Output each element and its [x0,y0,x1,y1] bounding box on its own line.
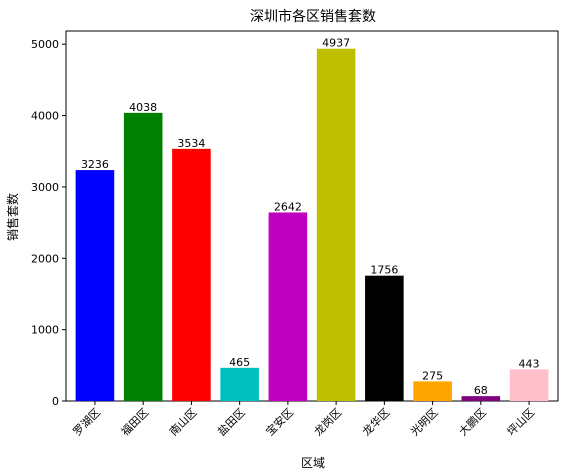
x-tick-label: 罗湖区 [71,406,104,439]
y-tick-label: 3000 [31,181,59,194]
bar [461,396,501,401]
data-label: 1756 [370,264,398,277]
bar [172,148,211,401]
bar [220,367,259,401]
x-tick-label: 坪山区 [505,406,538,439]
x-tick-label: 龙华区 [359,405,392,438]
y-axis-label: 销售套数 [5,193,20,241]
data-label: 3236 [81,158,109,171]
data-label: 4038 [129,101,157,114]
bar [123,112,163,402]
y-tick-label: 5000 [31,38,59,51]
x-axis-label: 区域 [301,456,325,470]
y-tick-label: 2000 [31,252,59,265]
bar [316,48,356,401]
data-label: 443 [519,357,540,370]
x-tick-label: 福田区 [118,405,151,438]
chart-title: 深圳市各区销售套数 [250,8,376,25]
bar [509,369,549,401]
data-label: 275 [422,369,443,382]
plot-area: 0 1000 2000 3000 4000 5000 3236 罗湖区 4038 福田区 3534 南… [31,30,559,439]
y-tick-label: 1000 [31,324,59,337]
x-tick-label: 宝安区 [263,405,296,438]
bar [75,170,115,401]
data-label: 4937 [322,37,350,50]
x-tick-label: 龙岗区 [312,406,345,439]
bar [413,381,452,401]
x-tick-label: 盐田区 [215,406,248,439]
data-label: 465 [229,356,250,369]
bar [365,275,404,401]
x-tick-label: 南山区 [167,406,200,439]
y-tick-label: 4000 [31,110,59,123]
data-label: 68 [474,384,488,397]
data-label: 3534 [177,137,205,150]
bar [268,212,308,401]
data-label: 2642 [274,200,302,213]
x-tick-label: 光明区 [407,405,440,438]
plot-frame [65,30,559,402]
y-tick-label: 0 [52,395,59,408]
x-tick-label: 大鹏区 [456,405,489,438]
